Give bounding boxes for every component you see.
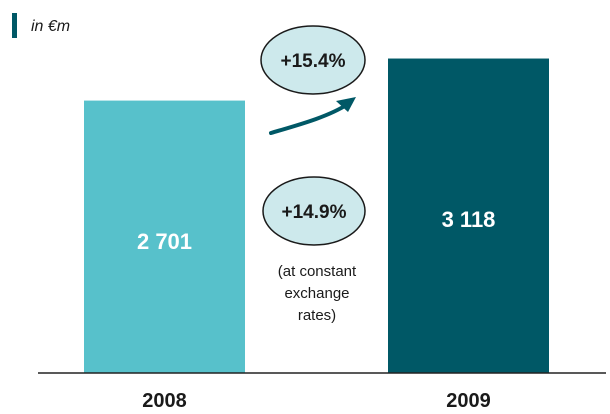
growth-label-constant: +14.9% [282, 202, 347, 223]
bar-2009 [388, 58, 549, 373]
growth-arrow-icon [269, 102, 350, 135]
growth-bubble-reported [260, 25, 366, 95]
bar-2008 [84, 100, 245, 374]
growth-arrowhead-icon [336, 97, 356, 112]
constant-note-line-1: (at constant [278, 263, 357, 280]
constant-note-line-2: exchange [284, 285, 349, 302]
category-label-2009: 2009 [446, 390, 491, 412]
unit-marker [12, 13, 17, 38]
growth-bubble-constant [262, 176, 366, 246]
category-label-2008: 2008 [142, 390, 187, 412]
growth-label-reported: +15.4% [281, 51, 346, 72]
unit-label: in €m [31, 18, 70, 35]
constant-note-line-3: rates) [298, 307, 336, 324]
bar-value-label-2008: 2 701 [137, 229, 192, 254]
bar-value-label-2009: 3 118 [442, 207, 496, 232]
